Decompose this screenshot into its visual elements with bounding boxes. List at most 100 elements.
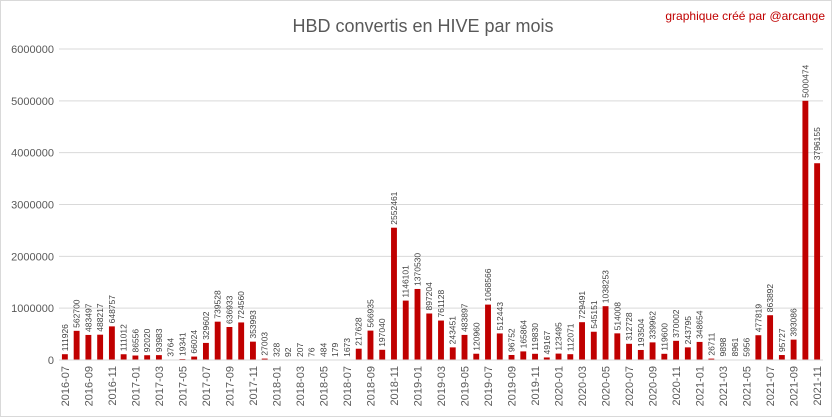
data-label: 328 bbox=[271, 343, 281, 357]
x-tick-label: 2021-01 bbox=[695, 366, 707, 406]
data-label: 514008 bbox=[612, 302, 622, 331]
bar bbox=[649, 342, 656, 360]
bar bbox=[473, 353, 480, 360]
bar bbox=[202, 342, 209, 360]
bar bbox=[485, 304, 491, 360]
data-label: 1038253 bbox=[601, 270, 611, 303]
x-tick-label: 2020-01 bbox=[554, 366, 566, 406]
bar bbox=[673, 340, 680, 360]
bar bbox=[61, 354, 68, 360]
data-label: 197040 bbox=[377, 318, 387, 347]
bar bbox=[367, 330, 374, 360]
bar bbox=[414, 288, 421, 360]
data-label: 312728 bbox=[624, 312, 634, 341]
x-tick-label: 2019-11 bbox=[530, 366, 542, 406]
bar bbox=[567, 354, 574, 360]
data-label: 92020 bbox=[142, 328, 152, 352]
bar bbox=[179, 358, 186, 360]
bar bbox=[708, 358, 715, 360]
x-tick-label: 2018-03 bbox=[295, 366, 307, 406]
data-label: 243451 bbox=[448, 316, 458, 345]
bar bbox=[144, 355, 151, 360]
data-label: 348654 bbox=[695, 310, 705, 339]
x-tick-label: 2021-07 bbox=[765, 366, 777, 406]
data-label: 119600 bbox=[659, 323, 669, 351]
bar bbox=[684, 347, 691, 360]
chart-credit: graphique créé par @arcange bbox=[665, 9, 825, 23]
data-label: 1146101 bbox=[401, 265, 411, 298]
data-label: 93983 bbox=[154, 328, 164, 352]
bar bbox=[661, 353, 668, 360]
data-label: 761128 bbox=[436, 290, 446, 318]
data-label: 92 bbox=[283, 347, 293, 357]
data-label: 484 bbox=[318, 343, 328, 357]
data-label: 2552461 bbox=[389, 191, 399, 224]
x-tick-label: 2017-11 bbox=[248, 366, 260, 406]
x-tick-label: 2016-11 bbox=[107, 366, 119, 406]
data-label: 512443 bbox=[495, 302, 505, 331]
bar bbox=[461, 334, 468, 360]
bar bbox=[261, 358, 268, 360]
x-tick-label: 2018-07 bbox=[342, 366, 354, 406]
data-label: 207 bbox=[295, 343, 305, 357]
bar bbox=[132, 355, 139, 360]
data-label: 76 bbox=[307, 347, 317, 357]
data-label: 111926 bbox=[60, 324, 70, 351]
x-tick-label: 2021-05 bbox=[742, 366, 754, 406]
x-tick-label: 2019-07 bbox=[483, 366, 495, 406]
data-label: 566935 bbox=[365, 299, 375, 328]
y-tick-label: 4000000 bbox=[11, 148, 54, 160]
x-tick-label: 2019-01 bbox=[412, 366, 424, 406]
y-tick-label: 0 bbox=[48, 355, 54, 367]
x-tick-label: 2017-07 bbox=[201, 366, 213, 406]
data-label: 483497 bbox=[83, 303, 93, 332]
bar bbox=[555, 353, 562, 360]
x-tick-label: 2020-07 bbox=[624, 366, 636, 406]
data-label: 19341 bbox=[177, 332, 187, 356]
data-label: 9898 bbox=[718, 337, 728, 356]
x-tick-label: 2018-01 bbox=[271, 366, 283, 406]
data-label: 119830 bbox=[530, 323, 540, 351]
data-label: 1370530 bbox=[412, 253, 422, 286]
data-label: 329602 bbox=[201, 311, 211, 340]
bar bbox=[85, 334, 92, 360]
data-label: 5956 bbox=[742, 338, 752, 357]
x-tick-label: 2017-05 bbox=[177, 366, 189, 406]
bar bbox=[508, 354, 515, 360]
gridlines bbox=[59, 48, 823, 309]
bar bbox=[402, 300, 409, 360]
bar bbox=[802, 100, 809, 360]
data-label: 477819 bbox=[753, 304, 763, 333]
x-tick-label: 2017-01 bbox=[130, 366, 142, 406]
x-tick-label: 2020-09 bbox=[648, 366, 660, 406]
x-tick-label: 2016-07 bbox=[60, 366, 72, 406]
bar bbox=[590, 331, 597, 360]
y-tick-label: 2000000 bbox=[11, 251, 54, 263]
bar bbox=[355, 348, 362, 360]
data-label: 393086 bbox=[789, 308, 799, 337]
bar bbox=[250, 341, 256, 360]
bar bbox=[438, 320, 444, 360]
y-tick-label: 6000000 bbox=[11, 44, 54, 56]
bar bbox=[238, 322, 245, 360]
data-label: 1673 bbox=[342, 338, 352, 357]
data-label: 123495 bbox=[554, 322, 564, 351]
bar bbox=[449, 347, 456, 360]
x-tick-label: 2018-11 bbox=[389, 366, 401, 406]
bar bbox=[626, 343, 632, 360]
bar bbox=[97, 334, 104, 360]
data-label: 3764 bbox=[166, 338, 176, 357]
data-label: 120960 bbox=[471, 322, 481, 351]
data-label: 27003 bbox=[260, 332, 270, 356]
bar bbox=[790, 339, 797, 360]
data-label: 636933 bbox=[224, 295, 234, 324]
bar bbox=[579, 322, 585, 360]
y-tick-label: 1000000 bbox=[11, 303, 54, 315]
bar bbox=[120, 354, 127, 360]
data-label: 26711 bbox=[706, 332, 716, 355]
data-label: 112071 bbox=[565, 323, 575, 351]
x-tick-label: 2018-05 bbox=[318, 366, 330, 406]
x-tick-label: 2020-11 bbox=[671, 366, 683, 406]
